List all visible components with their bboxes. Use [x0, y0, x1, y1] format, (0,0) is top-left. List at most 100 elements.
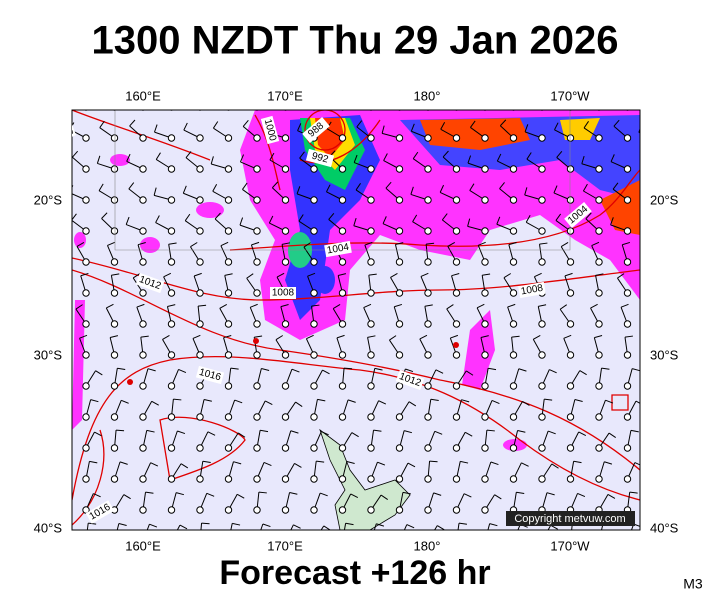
barb-feather [355, 92, 358, 99]
wind-barb [367, 461, 386, 483]
wind-barb [424, 242, 435, 266]
barb-feather [555, 213, 562, 221]
barb-feather [338, 273, 347, 277]
wind-barb [595, 399, 614, 421]
barb-station [224, 506, 233, 514]
wind-barb [136, 303, 147, 328]
barb-station [82, 258, 90, 266]
barb-station [566, 320, 575, 328]
barb-station [653, 290, 659, 296]
wind-barb [539, 110, 545, 111]
barb-station [226, 110, 231, 111]
barb-feather [426, 242, 435, 245]
wind-barb [82, 370, 103, 390]
wind-barb [167, 430, 186, 452]
barb-station [310, 227, 318, 235]
wind-barb [310, 492, 328, 514]
wind-barb [625, 110, 630, 111]
wind-barb [447, 241, 461, 266]
barb-feather [412, 214, 418, 222]
barb-staff [146, 524, 150, 530]
wind-barb [538, 430, 556, 452]
wind-barb [424, 460, 438, 483]
barb-station [509, 475, 518, 483]
wind-barb [98, 183, 119, 204]
barb-feather [137, 242, 146, 246]
barb-station [395, 134, 404, 142]
wind-barb [162, 334, 176, 359]
barb-station [566, 134, 575, 142]
barb-station [595, 227, 603, 235]
wind-barb [337, 273, 347, 297]
isobar-label-box [302, 117, 330, 143]
barb-feather [466, 370, 474, 376]
wind-barb [499, 182, 518, 204]
barb-station [253, 382, 261, 390]
wind-barb [585, 212, 603, 235]
wind-barb [139, 462, 159, 483]
barb-feather [630, 429, 639, 433]
barb-feather [154, 124, 158, 133]
barb-station [281, 165, 290, 173]
barb-station [338, 351, 347, 359]
barb-station [623, 382, 632, 390]
barb-staff [439, 102, 456, 107]
station-dot [453, 342, 459, 348]
isobar-label-box [518, 281, 546, 299]
barb-station [509, 289, 518, 297]
wind-barb [167, 368, 187, 390]
wind-barb [566, 431, 587, 452]
wind-barb [595, 273, 604, 297]
barb-station [424, 258, 432, 266]
wind-barb [452, 460, 469, 483]
isobar-label-text: 992 [310, 151, 329, 166]
wind-barb [499, 119, 518, 142]
wind-barb [591, 241, 603, 266]
barb-station [367, 227, 375, 235]
barb-feather [620, 303, 629, 308]
wind-barb [196, 492, 215, 514]
barb-feather [407, 462, 416, 468]
barb-station [224, 444, 233, 452]
barb-feather [321, 431, 329, 436]
barb-station [367, 196, 375, 204]
barb-feather [95, 370, 103, 376]
barb-station [395, 258, 404, 266]
wind-barb [481, 461, 499, 483]
barb-station [395, 444, 404, 452]
barb-station [139, 320, 147, 328]
barb-feather [539, 242, 548, 245]
wind-barb [307, 272, 318, 297]
wind-barb [110, 399, 129, 421]
barb-station [253, 444, 261, 452]
wind-barb [110, 461, 128, 483]
wind-barb [153, 187, 176, 204]
barb-feather [212, 184, 218, 192]
barb-feather [553, 185, 558, 194]
barb-feather [336, 334, 345, 339]
wind-barb [167, 463, 189, 483]
barb-feather [184, 213, 191, 221]
wind-barb [653, 369, 670, 389]
barb-station [539, 110, 545, 111]
barb-feather [99, 120, 105, 128]
barb-station [110, 320, 119, 328]
barb-feather [434, 430, 443, 435]
barb-feather [345, 522, 354, 526]
wind-barb [110, 367, 126, 390]
barb-station [538, 134, 546, 142]
wind-barb [467, 218, 489, 235]
barb-station [253, 413, 261, 421]
barb-station [452, 258, 461, 266]
barb-feather [395, 242, 404, 245]
wind-barb [281, 430, 299, 452]
copyright-box [506, 511, 635, 526]
barb-station [538, 413, 546, 421]
wind-barb [246, 273, 261, 297]
barb-station [196, 351, 204, 359]
wind-barb [487, 523, 498, 530]
barb-feather [75, 304, 83, 310]
wind-barb [212, 184, 233, 204]
barb-feather [564, 272, 573, 277]
wind-barb [328, 212, 347, 235]
